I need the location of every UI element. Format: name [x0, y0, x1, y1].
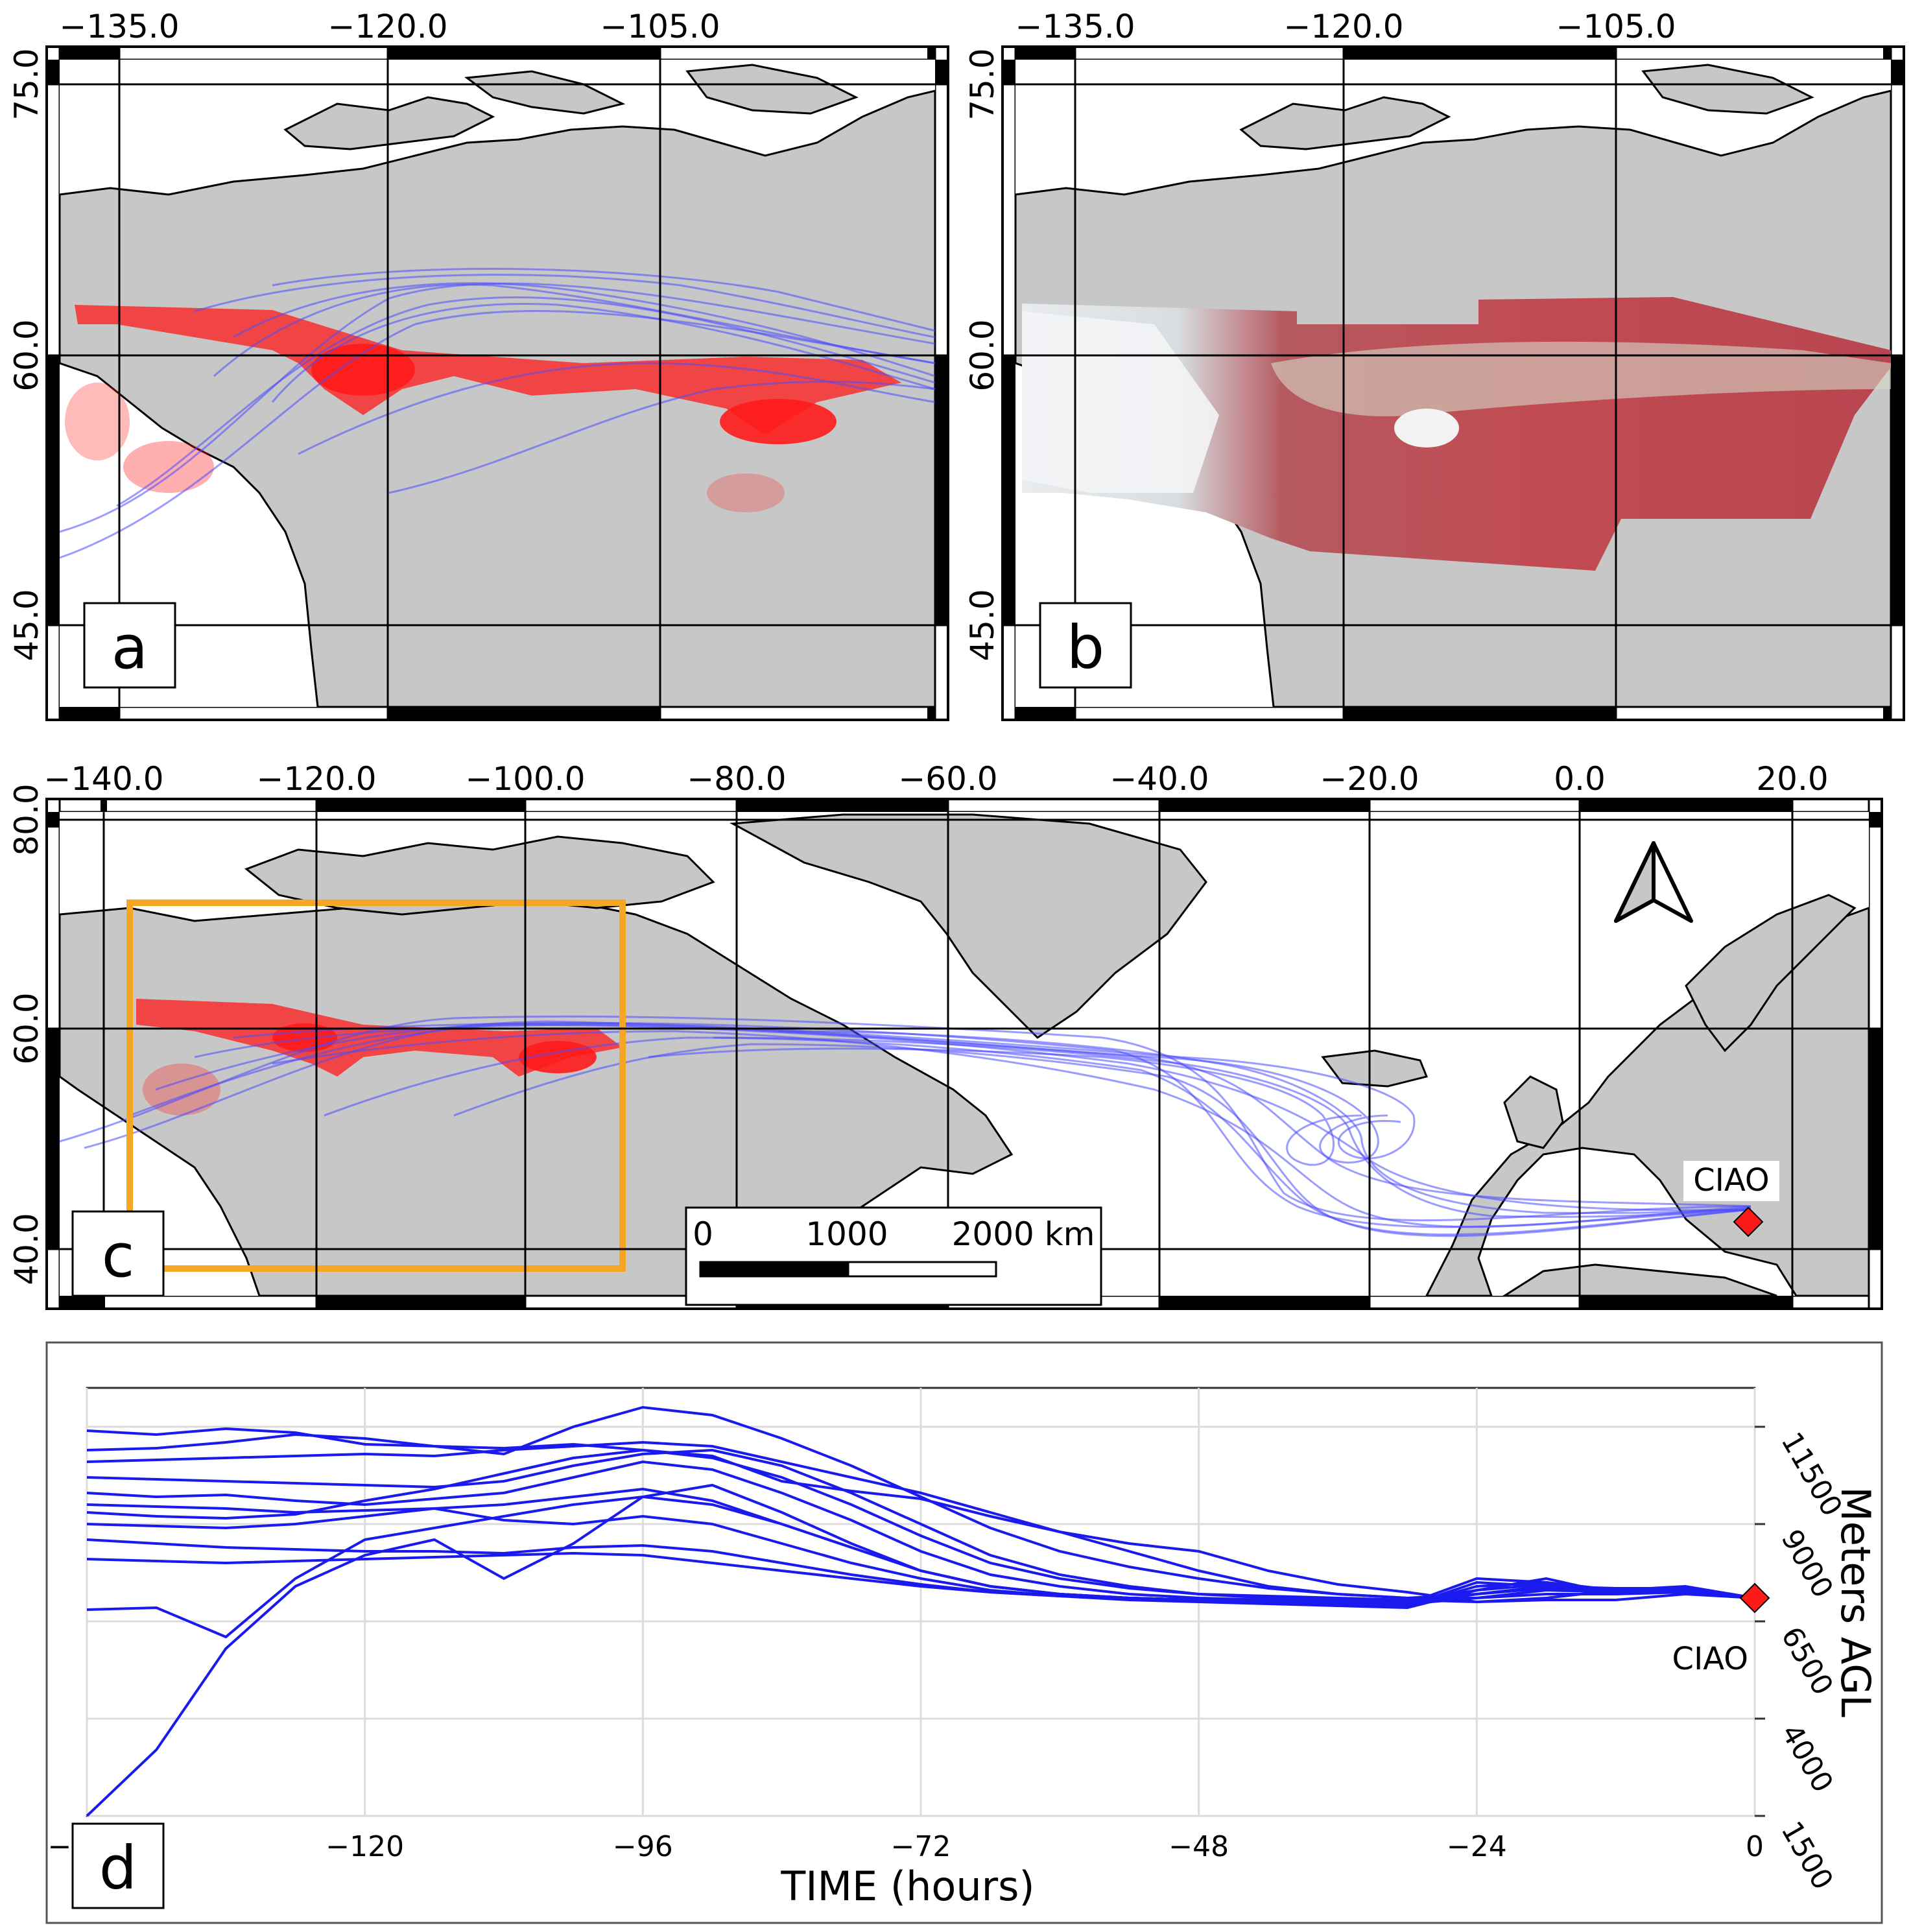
lon-tick-b-2: −120.0 [1283, 8, 1403, 45]
border-bar-bottom [45, 706, 949, 721]
scale-tick-2000: 2000 km [952, 1215, 1095, 1253]
lon-tick-c-9: 20.0 [1756, 760, 1828, 798]
chart-series [86, 1405, 1755, 1817]
land-arctic-island-a1 [283, 96, 495, 150]
land-arctic-archipelago-c [244, 835, 715, 916]
series-line-traj-3 [86, 1460, 1755, 1606]
lon-tick-a-3: −105.0 [600, 8, 720, 45]
lon-tick-c-7: −20.0 [1320, 760, 1419, 798]
lon-tick-a-2: −120.0 [327, 8, 447, 45]
panel-a-map: −135.0 −120.0 −105.0 75.0 60.0 45.0 a [8, 8, 949, 721]
border-bar-left [45, 45, 61, 721]
lat-tick-c-1: 80.0 [8, 783, 45, 855]
lat-tick-c-3: 40.0 [8, 1213, 45, 1285]
map-area-b [1014, 60, 1892, 708]
lat-tick-b-2: 60.0 [964, 319, 1001, 391]
land-arctic-island-a2 [464, 70, 626, 115]
land-arctic-island-a3 [685, 64, 859, 115]
border-bars-b [1001, 45, 1905, 721]
land-british-isles [1503, 1075, 1564, 1149]
scale-tick-1000: 1000 [805, 1215, 888, 1253]
smoke-plume [1271, 341, 1891, 416]
lon-tick-c-8: 0.0 [1554, 760, 1606, 798]
x-tick-label: −96 [613, 1830, 673, 1863]
svg-text:c: c [102, 1221, 135, 1291]
land-africa [1501, 1263, 1777, 1297]
land-arctic-island-b1 [1239, 96, 1451, 150]
ciao-label-c: CIAO [1693, 1162, 1769, 1199]
land-iceland [1321, 1049, 1429, 1088]
graticule-a [47, 47, 948, 720]
panel-c-map: −140.0 −120.0 −100.0 −80.0 −60.0 −40.0 −… [8, 760, 1883, 1310]
map-area-a [58, 60, 936, 708]
series-line-traj-11 [86, 1448, 1755, 1604]
x-tick-label: −120 [326, 1830, 404, 1863]
fire-detections-a [65, 305, 901, 512]
lon-tick-c-2: −120.0 [256, 760, 376, 798]
x-tick-label: −72 [891, 1830, 951, 1863]
ciao-label-d: CIAO [1672, 1641, 1748, 1677]
study-area-box [126, 900, 626, 1272]
panel-b-map: −135.0 −120.0 −105.0 75.0 60.0 45.0 b [964, 8, 1905, 721]
scale-tick-0: 0 [693, 1215, 713, 1253]
svg-text:b: b [1067, 613, 1104, 682]
x-tick-label: 0 [1746, 1830, 1764, 1863]
land-scandinavia [1685, 894, 1857, 1053]
series-line-traj-5 [86, 1507, 1755, 1607]
lon-tick-c-1: −140.0 [43, 760, 163, 798]
cloud-patch [1394, 409, 1459, 447]
lat-tick-b-1: 75.0 [964, 48, 1001, 120]
y-axis-title: Meters AGL [1832, 1486, 1879, 1717]
panel-label-d: d [71, 1822, 165, 1909]
border-bar-right [934, 45, 949, 721]
trajectories-c [59, 1015, 1751, 1237]
ciao-site-marker: CIAO [1683, 1161, 1779, 1237]
lon-tick-c-4: −80.0 [687, 760, 786, 798]
land-arctic-island-b2 [1641, 64, 1814, 115]
lat-tick-a-1: 75.0 [8, 48, 45, 120]
panel-d-chart: −144−120−96−72−48−240 150040006500900011… [45, 1341, 1883, 1924]
x-axis-title: TIME (hours) [780, 1863, 1034, 1910]
lon-tick-b-1: −135.0 [1015, 8, 1135, 45]
lon-tick-c-3: −100.0 [465, 760, 585, 798]
lon-tick-c-5: −60.0 [898, 760, 997, 798]
series-line-traj-8 [86, 1440, 1755, 1599]
ciao-marker-d [1739, 1582, 1770, 1614]
x-tick-label: −48 [1169, 1830, 1229, 1863]
lat-tick-a-2: 60.0 [8, 319, 45, 391]
scale-bar: 0 1000 2000 km [685, 1206, 1102, 1306]
lon-tick-a-1: −135.0 [59, 8, 179, 45]
north-arrow-icon [1614, 841, 1693, 923]
lat-tick-c-2: 60.0 [8, 992, 45, 1064]
lon-tick-c-6: −40.0 [1110, 760, 1209, 798]
land-north-america-a [58, 89, 936, 708]
panel-label-a: a [83, 602, 176, 689]
svg-text:d: d [99, 1833, 137, 1903]
lon-tick-b-3: −105.0 [1556, 8, 1676, 45]
cloud-west [1022, 311, 1219, 493]
x-tick-label: −24 [1447, 1830, 1507, 1863]
panel-label-b: b [1039, 602, 1132, 689]
border-bar-top [45, 45, 949, 61]
panel-label-c: c [71, 1210, 165, 1297]
series-line-traj-12 [86, 1405, 1755, 1600]
svg-text:a: a [112, 613, 148, 682]
series-line-traj-2 [86, 1448, 1755, 1604]
lat-tick-a-3: 45.0 [8, 589, 45, 661]
lat-tick-b-3: 45.0 [964, 589, 1001, 661]
x-tick-labels: −144−120−96−72−48−240 [48, 1830, 1764, 1863]
